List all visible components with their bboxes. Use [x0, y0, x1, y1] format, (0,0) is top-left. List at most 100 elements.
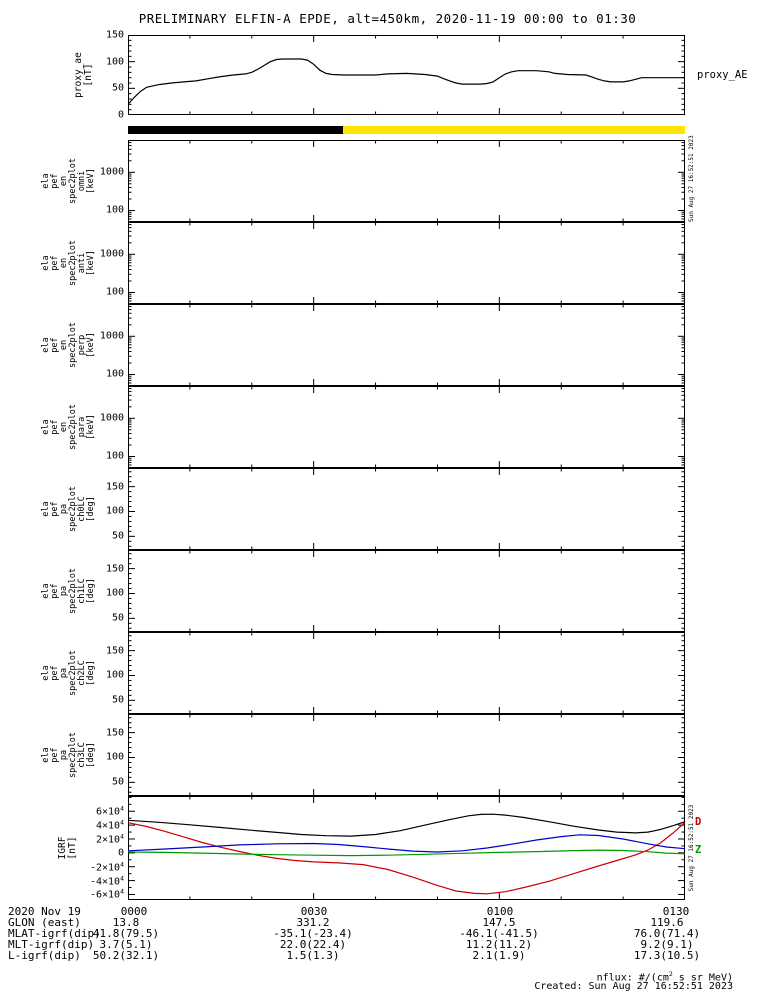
panel-pa-spec2plot-ch1lc	[127, 550, 686, 632]
y-tick-label: 1000	[99, 412, 124, 424]
series-Z	[127, 849, 686, 857]
y-tick-label: 100	[105, 450, 124, 462]
y-axis-label-ela_pef_pa_spec2plot_ch2LC: ela pef pa spec2plot ch2LC [deg]	[41, 649, 96, 697]
y-tick-label: -6×104	[89, 887, 124, 902]
panel-canvas-ela_pef_pa_spec2plot_ch2LC	[127, 632, 686, 714]
y-tick-label: 1000	[99, 166, 124, 178]
y-tick-label: -2×104	[89, 860, 124, 874]
footer-row-label: L-igrf(dip)	[8, 949, 81, 962]
legend-D: D	[695, 815, 702, 828]
y-axis-label-ela_pef_pa_spec2plot_ch0LC: ela pef pa spec2plot ch0LC [deg]	[41, 485, 96, 533]
footer-row-label: GLON (east)	[8, 916, 81, 929]
y-axis-label-ela_pef_en_spec2plot_anti: ela pef en spec2plot anti [keV]	[41, 239, 96, 287]
y-tick-label: 150	[105, 481, 124, 493]
y-tick-label: 150	[105, 645, 124, 657]
y-tick-label: 1000	[99, 248, 124, 260]
timestamp-watermark: Sun Aug 27 16:52:51 2023	[688, 804, 695, 892]
series-black-component	[127, 813, 686, 837]
series-D	[127, 821, 686, 895]
right-label-proxy_ae: proxy_AE	[697, 69, 748, 81]
y-tick-label: 100	[105, 204, 124, 216]
x-tick-label: 0130	[662, 905, 690, 918]
footer-value: 1.5(1.3)	[286, 949, 340, 962]
footer-value: 2.1(1.9)	[472, 949, 526, 962]
panel-pa-spec2plot-ch3lc	[127, 714, 686, 796]
y-axis-label-ela_pef_en_spec2plot_para: ela pef en spec2plot para [keV]	[41, 403, 96, 451]
legend-Z: Z	[695, 844, 702, 857]
panel-proxy-ae	[127, 34, 686, 116]
panel-canvas-ela_pef_en_spec2plot_perp	[127, 304, 686, 386]
y-tick-label: 4×104	[95, 818, 124, 832]
panel-en-spec2plot-perp	[127, 304, 686, 386]
panel-en-spec2plot-anti	[127, 222, 686, 304]
panel-pa-spec2plot-ch2lc	[127, 632, 686, 714]
nflux-units-note: nflux: #/(cm2 s sr MeV)	[596, 970, 733, 984]
footer-value: 41.8(79.5)	[92, 927, 160, 940]
created-note: Created: Sun Aug 27 16:52:51 2023	[534, 981, 733, 992]
footer-value: 9.2(9.1)	[640, 938, 694, 951]
x-tick-label: 0000	[120, 905, 148, 918]
y-tick-label: 100	[105, 56, 124, 68]
footer-value: 147.5	[482, 916, 516, 929]
footer-value: 76.0(71.4)	[633, 927, 701, 940]
footer-value: 331.2	[296, 916, 330, 929]
y-tick-label: 50	[111, 530, 124, 542]
panel-canvas-ela_pef_pa_spec2plot_ch3LC	[127, 714, 686, 796]
y-axis-label-ela_pef_pa_spec2plot_ch1LC: ela pef pa spec2plot ch1LC [deg]	[41, 567, 96, 615]
y-tick-label: 50	[111, 82, 124, 94]
panel-canvas-ela_pef_pa_spec2plot_ch0LC	[127, 468, 686, 550]
footer-row-label: MLT-igrf(dip)	[8, 938, 95, 951]
y-tick-label: 150	[105, 29, 124, 41]
y-tick-label: 50	[111, 776, 124, 788]
y-tick-label: 50	[111, 694, 124, 706]
footer-row-label: 2020 Nov 19	[8, 905, 81, 918]
panel-canvas-igrf	[127, 796, 686, 900]
panel-pa-spec2plot-ch0lc	[127, 468, 686, 550]
footer-value: -46.1(-41.5)	[459, 927, 539, 940]
y-tick-label: 100	[105, 368, 124, 380]
y-tick-label: 150	[105, 563, 124, 575]
x-tick-label: 0030	[300, 905, 328, 918]
footer-value: 11.2(11.2)	[465, 938, 533, 951]
footer-value: 3.7(5.1)	[99, 938, 153, 951]
timestamp-watermark: Sun Aug 27 16:52:51 2023	[688, 135, 695, 222]
plot-title: PRELIMINARY ELFIN-A EPDE, alt=450km, 202…	[138, 11, 637, 26]
footer-value: 17.3(10.5)	[633, 949, 701, 962]
y-tick-label: 0	[117, 847, 124, 859]
y-tick-label: 100	[105, 751, 124, 763]
y-tick-label: 100	[105, 669, 124, 681]
y-tick-label: 0	[117, 109, 124, 121]
y-tick-label: 6×104	[95, 804, 124, 818]
series-proxy_AE	[127, 58, 685, 105]
footer-value: 119.6	[650, 916, 684, 929]
y-axis-label-proxy_ae: proxy_ae [nT]	[73, 52, 94, 98]
footer-value: -35.1(-23.4)	[273, 927, 353, 940]
y-axis-label-ela_pef_en_spec2plot_perp: ela pef en spec2plot perp [keV]	[41, 321, 96, 369]
y-tick-label: 1000	[99, 330, 124, 342]
panel-canvas-ela_pef_en_spec2plot_para	[127, 386, 686, 468]
panel-canvas-ela_pef_en_spec2plot_anti	[127, 222, 686, 304]
panel-en-spec2plot-para	[127, 386, 686, 468]
footer-row-label: MLAT-igrf(dip)	[8, 927, 101, 940]
panel-en-spec2plot-omni	[127, 140, 686, 222]
x-tick-label: 0100	[486, 905, 514, 918]
y-axis-label-igrf: IGRF [nT]	[57, 836, 78, 860]
panel-canvas-ela_pef_pa_spec2plot_ch1LC	[127, 550, 686, 632]
y-tick-label: 50	[111, 612, 124, 624]
y-tick-label: 100	[105, 587, 124, 599]
y-tick-label: 2×104	[95, 832, 124, 846]
y-axis-label-ela_pef_en_spec2plot_omni: ela pef en spec2plot omni [keV]	[41, 157, 96, 205]
panel-canvas-ela_pef_en_spec2plot_omni	[127, 140, 686, 222]
footer-value: 50.2(32.1)	[92, 949, 160, 962]
position-bar-segment	[128, 126, 343, 134]
footer-value: 13.8	[112, 916, 140, 929]
y-tick-label: -4×104	[89, 873, 124, 888]
panel-igrf	[127, 796, 686, 900]
position-bar-segment	[342, 126, 685, 134]
y-tick-label: 150	[105, 727, 124, 739]
panel-canvas-proxy_ae	[127, 34, 686, 116]
y-axis-label-ela_pef_pa_spec2plot_ch3LC: ela pef pa spec2plot ch3LC [deg]	[41, 731, 96, 779]
footer-value: 22.0(22.4)	[279, 938, 347, 951]
y-tick-label: 100	[105, 286, 124, 298]
